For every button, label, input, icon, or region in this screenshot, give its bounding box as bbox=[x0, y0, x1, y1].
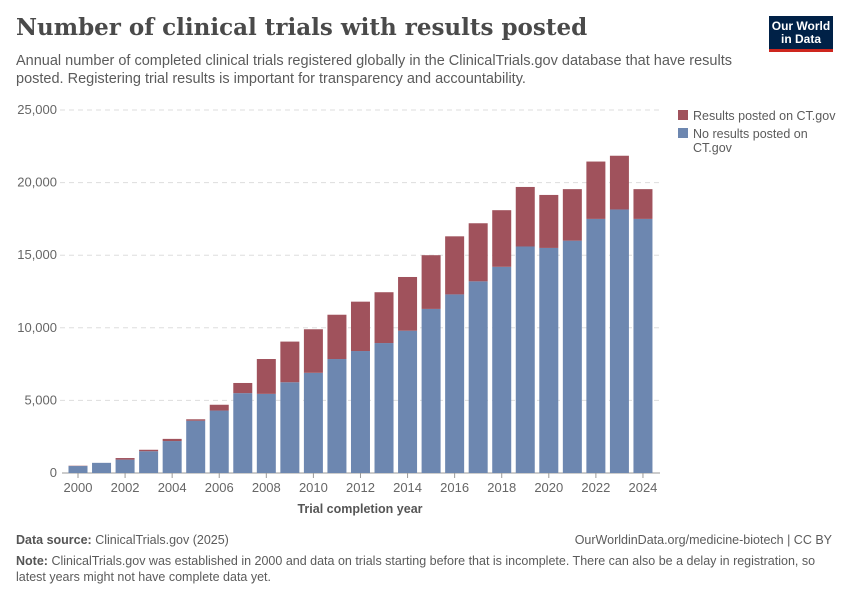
legend-label[interactable]: No results posted on CT.gov bbox=[693, 127, 808, 155]
bar-results-posted bbox=[186, 419, 206, 421]
bar-results-posted bbox=[350, 301, 370, 352]
bar-results-posted bbox=[586, 161, 606, 219]
bar-no-results bbox=[303, 372, 323, 473]
bar-results-posted bbox=[139, 449, 159, 452]
bar-no-results bbox=[515, 246, 535, 473]
bar-results-posted bbox=[374, 292, 394, 344]
x-tick-label: 2022 bbox=[581, 480, 610, 495]
bar-results-posted bbox=[303, 329, 323, 373]
y-tick-label: 25,000 bbox=[17, 102, 57, 117]
source-text[interactable]: ClinicalTrials.gov (2025) bbox=[95, 533, 229, 547]
y-tick-label: 15,000 bbox=[17, 247, 57, 262]
bar-no-results bbox=[492, 266, 512, 473]
y-tick-label: 5,000 bbox=[24, 392, 57, 407]
bar-no-results bbox=[280, 382, 300, 473]
x-tick-label: 2008 bbox=[252, 480, 281, 495]
bar-no-results bbox=[92, 462, 112, 473]
bar-results-posted bbox=[115, 458, 135, 460]
bar-no-results bbox=[539, 247, 559, 473]
bar-no-results bbox=[374, 343, 394, 473]
bar-no-results bbox=[468, 281, 488, 473]
legend-swatch bbox=[678, 128, 688, 138]
x-tick-label: 2010 bbox=[299, 480, 328, 495]
bar-no-results bbox=[256, 393, 276, 473]
bar-no-results bbox=[398, 330, 418, 473]
x-tick-label: 2006 bbox=[205, 480, 234, 495]
x-axis-label: Trial completion year bbox=[297, 502, 422, 516]
bar-results-posted bbox=[327, 314, 347, 360]
bar-no-results bbox=[186, 420, 206, 473]
x-tick-label: 2016 bbox=[440, 480, 469, 495]
x-tick-label: 2014 bbox=[393, 480, 422, 495]
bar-no-results bbox=[209, 410, 229, 473]
bar-no-results bbox=[633, 218, 653, 473]
x-tick-label: 2004 bbox=[158, 480, 187, 495]
bar-no-results bbox=[445, 294, 465, 473]
legend-label[interactable]: Results posted on CT.gov bbox=[693, 109, 836, 123]
y-tick-label: 10,000 bbox=[17, 320, 57, 335]
x-tick-label: 2018 bbox=[487, 480, 516, 495]
bar-results-posted bbox=[468, 223, 488, 282]
x-tick-label: 2012 bbox=[346, 480, 375, 495]
bar-results-posted bbox=[209, 404, 229, 411]
data-source: Data source: ClinicalTrials.gov (2025) bbox=[16, 532, 229, 548]
bar-no-results bbox=[233, 393, 253, 473]
bar-results-posted bbox=[633, 189, 653, 219]
note-label: Note: bbox=[16, 554, 48, 568]
bar-results-posted bbox=[256, 359, 276, 394]
bar-results-posted bbox=[539, 194, 559, 248]
bar-results-posted bbox=[280, 341, 300, 383]
bar-no-results bbox=[139, 451, 159, 473]
bar-results-posted bbox=[233, 382, 253, 394]
y-tick-label: 20,000 bbox=[17, 175, 57, 190]
logo-text: Our World in Data bbox=[771, 19, 831, 46]
bar-results-posted bbox=[162, 438, 182, 442]
bar-results-posted bbox=[609, 155, 629, 210]
owid-logo[interactable]: Our World in Data bbox=[769, 16, 833, 52]
bar-no-results bbox=[609, 209, 629, 473]
chart-subtitle: Annual number of completed clinical tria… bbox=[16, 53, 732, 87]
bar-results-posted bbox=[421, 255, 441, 309]
bar-no-results bbox=[421, 308, 441, 473]
legend-swatch bbox=[678, 110, 688, 120]
bar-results-posted bbox=[515, 186, 535, 247]
bar-no-results bbox=[68, 466, 88, 473]
x-tick-label: 2000 bbox=[64, 480, 93, 495]
bar-no-results bbox=[327, 359, 347, 473]
bar-no-results bbox=[350, 351, 370, 473]
note-text: ClinicalTrials.gov was established in 20… bbox=[16, 554, 816, 584]
bar-no-results bbox=[562, 240, 582, 473]
bar-results-posted bbox=[562, 189, 582, 241]
bar-no-results bbox=[162, 441, 182, 473]
bar-results-posted bbox=[492, 210, 512, 267]
bar-results-posted bbox=[445, 236, 465, 295]
x-tick-label: 2002 bbox=[111, 480, 140, 495]
bar-no-results bbox=[115, 459, 135, 473]
source-url[interactable]: OurWorldinData.org/medicine-biotech | CC… bbox=[574, 533, 832, 547]
chart-title: Number of clinical trials with results p… bbox=[16, 14, 588, 41]
bar-no-results bbox=[586, 218, 606, 473]
y-tick-label: 0 bbox=[50, 465, 57, 480]
source-label: Data source: bbox=[16, 533, 92, 547]
x-tick-label: 2024 bbox=[628, 480, 657, 495]
x-tick-label: 2020 bbox=[534, 480, 563, 495]
bar-results-posted bbox=[398, 276, 418, 331]
note: Note: ClinicalTrials.gov was established… bbox=[16, 553, 826, 585]
